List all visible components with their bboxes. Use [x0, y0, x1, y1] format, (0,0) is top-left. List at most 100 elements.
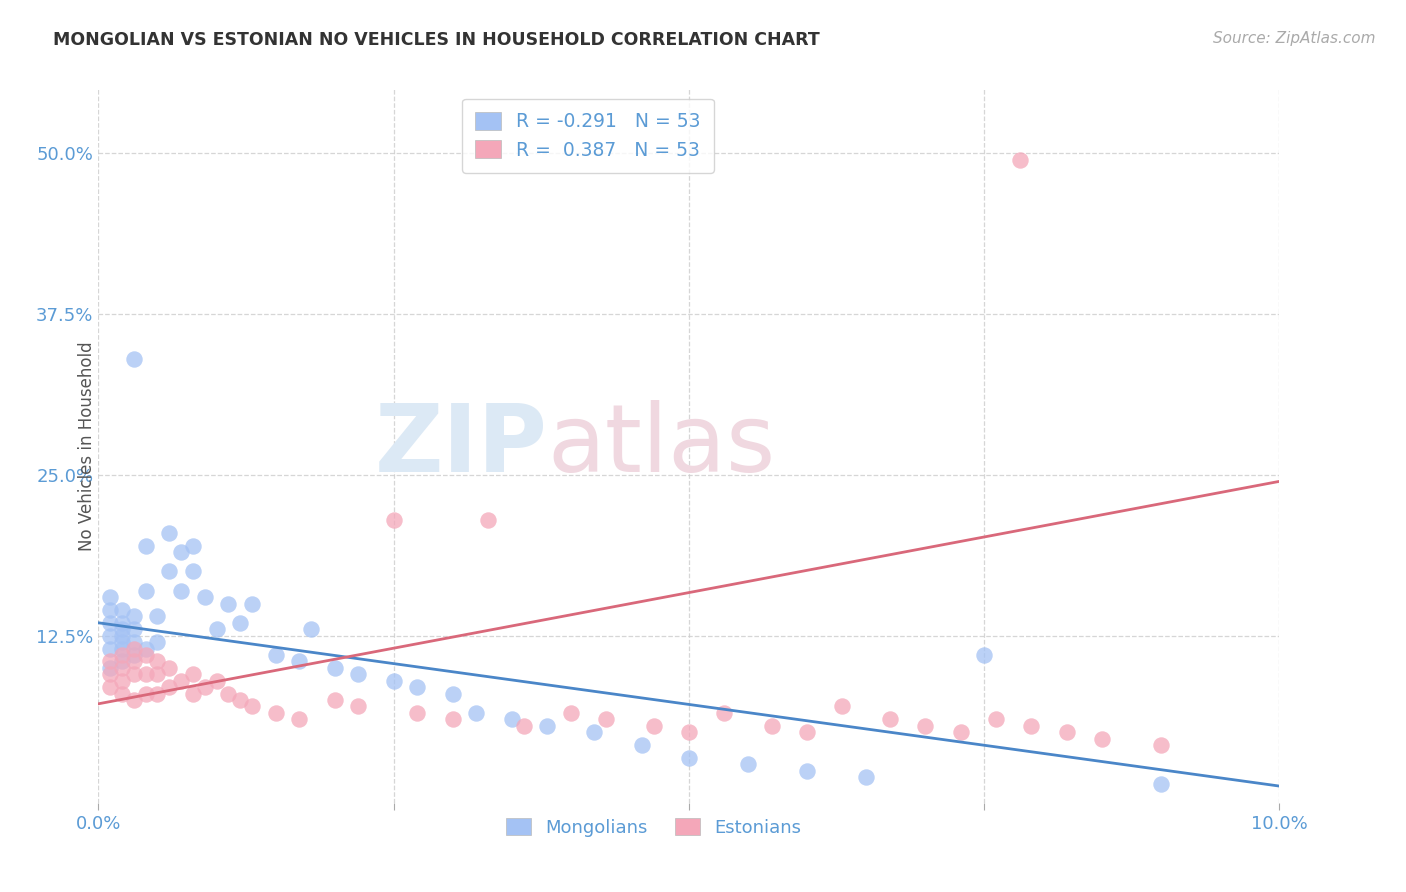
Point [170, 545, 193, 559]
Y-axis label: No Vehicles in Household: No Vehicles in Household [79, 341, 96, 551]
Point [181, 667, 204, 681]
Point [217, 686, 239, 700]
Point [181, 565, 204, 579]
Point [135, 539, 157, 553]
Point [583, 725, 606, 739]
Point [441, 712, 464, 726]
Point [135, 641, 157, 656]
Point [406, 680, 429, 694]
Point [1008, 153, 1031, 167]
Point [240, 597, 263, 611]
Point [713, 706, 735, 720]
Point [855, 770, 877, 784]
Point [382, 673, 405, 688]
Point [181, 539, 204, 553]
Point [949, 725, 972, 739]
Point [111, 615, 134, 630]
Point [135, 648, 157, 662]
Point [678, 725, 700, 739]
Point [157, 565, 180, 579]
Point [347, 699, 370, 714]
Point [205, 673, 228, 688]
Point [98, 603, 121, 617]
Point [98, 654, 121, 668]
Point [157, 525, 180, 540]
Point [135, 667, 157, 681]
Point [501, 712, 523, 726]
Point [146, 686, 169, 700]
Point [111, 622, 134, 636]
Point [122, 648, 145, 662]
Point [98, 641, 121, 656]
Legend: Mongolians, Estonians: Mongolians, Estonians [498, 811, 808, 844]
Point [135, 686, 157, 700]
Point [122, 667, 145, 681]
Point [879, 712, 901, 726]
Point [630, 738, 652, 752]
Point [194, 590, 217, 604]
Point [146, 667, 169, 681]
Point [98, 661, 121, 675]
Point [98, 590, 121, 604]
Text: Source: ZipAtlas.com: Source: ZipAtlas.com [1212, 31, 1375, 46]
Point [111, 648, 134, 662]
Point [135, 583, 157, 598]
Point [111, 641, 134, 656]
Point [111, 629, 134, 643]
Text: atlas: atlas [547, 400, 776, 492]
Text: ZIP: ZIP [374, 400, 547, 492]
Point [111, 603, 134, 617]
Point [122, 622, 145, 636]
Point [181, 686, 204, 700]
Point [761, 719, 783, 733]
Point [146, 654, 169, 668]
Point [536, 719, 558, 733]
Point [217, 597, 239, 611]
Point [122, 635, 145, 649]
Point [512, 719, 534, 733]
Point [122, 609, 145, 624]
Point [643, 719, 665, 733]
Point [1150, 776, 1173, 790]
Point [323, 661, 346, 675]
Point [323, 693, 346, 707]
Point [914, 719, 936, 733]
Point [406, 706, 429, 720]
Point [288, 654, 311, 668]
Text: MONGOLIAN VS ESTONIAN NO VEHICLES IN HOUSEHOLD CORRELATION CHART: MONGOLIAN VS ESTONIAN NO VEHICLES IN HOU… [53, 31, 820, 49]
Point [288, 712, 311, 726]
Point [595, 712, 617, 726]
Point [122, 654, 145, 668]
Point [98, 680, 121, 694]
Point [796, 725, 818, 739]
Point [560, 706, 582, 720]
Point [1150, 738, 1173, 752]
Point [157, 680, 180, 694]
Point [205, 622, 228, 636]
Point [737, 757, 759, 772]
Point [678, 751, 700, 765]
Point [1091, 731, 1114, 746]
Point [111, 654, 134, 668]
Point [984, 712, 1007, 726]
Point [382, 513, 405, 527]
Point [98, 615, 121, 630]
Point [973, 648, 995, 662]
Point [111, 635, 134, 649]
Point [98, 667, 121, 681]
Point [111, 673, 134, 688]
Point [111, 686, 134, 700]
Point [194, 680, 217, 694]
Point [146, 609, 169, 624]
Point [122, 641, 145, 656]
Point [98, 629, 121, 643]
Point [157, 661, 180, 675]
Point [441, 686, 464, 700]
Point [240, 699, 263, 714]
Point [1021, 719, 1043, 733]
Point [465, 706, 488, 720]
Point [347, 667, 370, 681]
Point [1056, 725, 1078, 739]
Point [170, 583, 193, 598]
Point [170, 673, 193, 688]
